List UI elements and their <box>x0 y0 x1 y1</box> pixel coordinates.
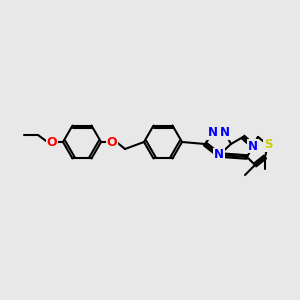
Text: N: N <box>208 127 218 140</box>
Text: O: O <box>107 136 117 148</box>
Text: S: S <box>264 139 272 152</box>
Text: N: N <box>220 127 230 140</box>
Text: O: O <box>47 136 57 148</box>
Text: N: N <box>214 148 224 161</box>
Text: N: N <box>248 140 258 152</box>
